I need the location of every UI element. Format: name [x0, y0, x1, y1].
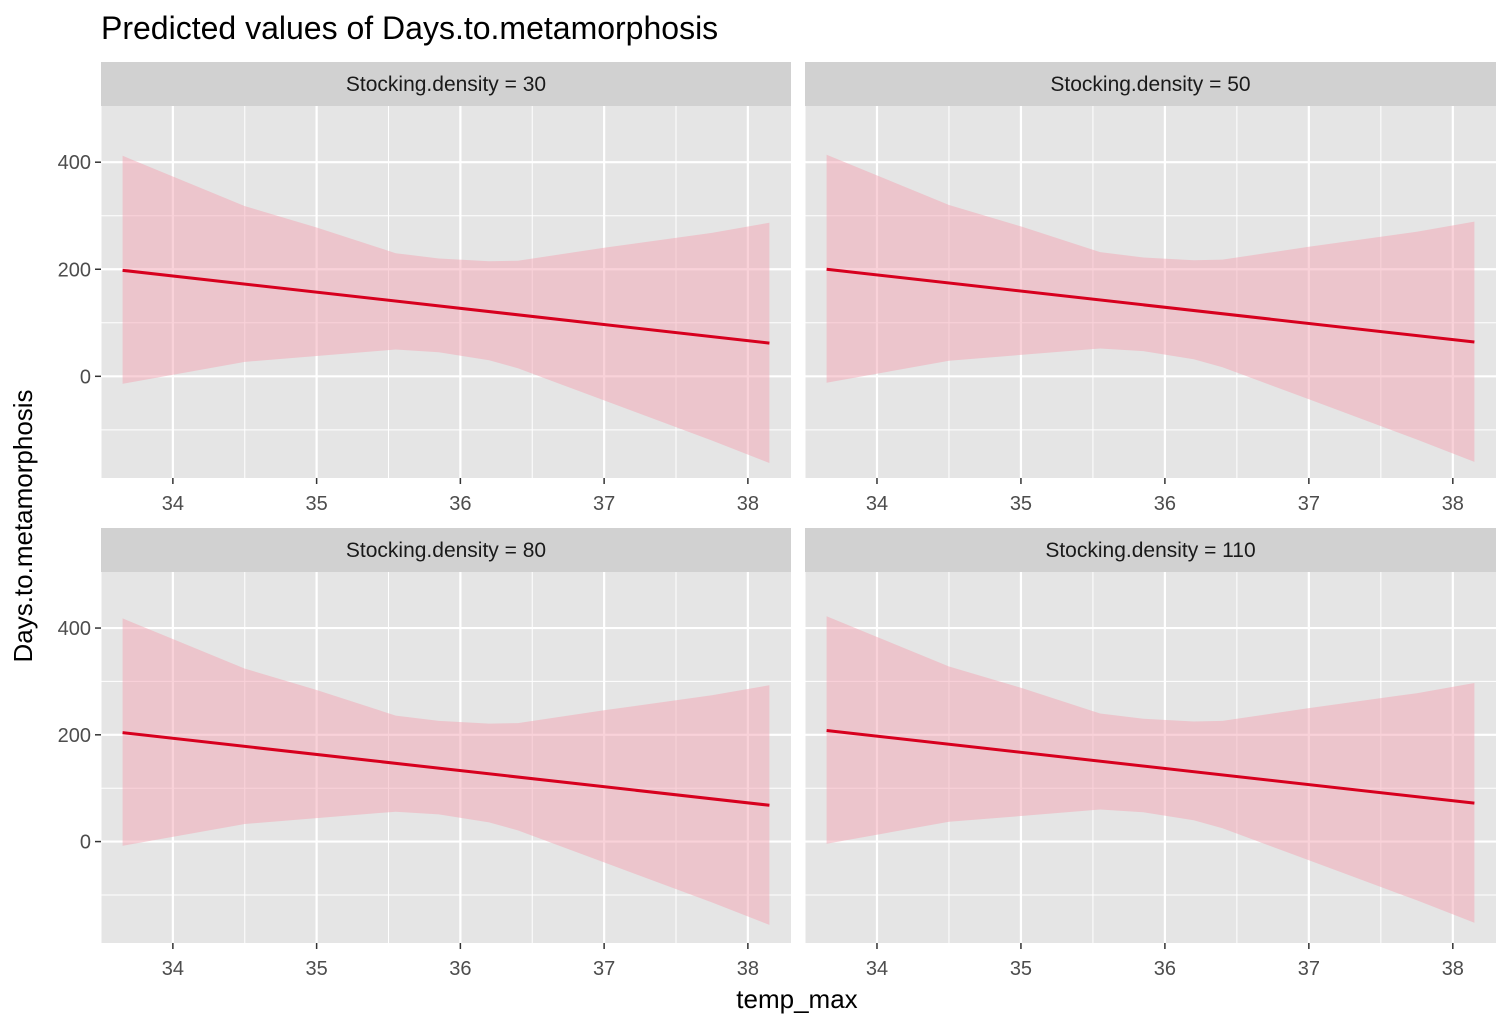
prediction-line [122, 731, 770, 807]
facet-strip-label: Stocking.density = 50 [1050, 73, 1250, 96]
x-tick-label: 35 [1010, 493, 1032, 515]
x-tick-label: 35 [1010, 958, 1032, 980]
x-tick-label: 36 [1154, 958, 1176, 980]
facet-panel: Stocking.density = 110 34 35 36 37 38 [804, 528, 1496, 980]
x-tick-label: 34 [866, 958, 888, 980]
facet-strip [805, 62, 1496, 106]
x-tick-label: 38 [1442, 958, 1464, 980]
x-tick-label: 36 [449, 493, 471, 515]
facet-panel: Stocking.density = 80 34 35 36 37 38 0 200 400 [58, 528, 791, 980]
x-tick-label: 38 [1442, 493, 1464, 515]
confidence-ribbon [122, 618, 770, 925]
facet-strip-label: Stocking.density = 80 [346, 539, 546, 562]
x-tick-label: 37 [593, 958, 615, 980]
y-tick-label: 200 [58, 259, 91, 281]
prediction-line [826, 729, 1475, 805]
prediction-line [826, 267, 1475, 344]
facet-strip [805, 528, 1496, 572]
y-tick-label: 200 [58, 725, 91, 747]
x-tick-label: 34 [866, 493, 888, 515]
x-axis-title: temp_max [736, 984, 857, 1014]
x-tick-label: 36 [449, 958, 471, 980]
facet-strip [101, 528, 791, 572]
x-tick-label: 37 [1298, 493, 1320, 515]
x-tick-label: 34 [162, 493, 184, 515]
prediction-line [122, 268, 770, 345]
y-tick-label: 400 [58, 618, 91, 640]
facet-strip-label: Stocking.density = 110 [1045, 539, 1255, 562]
x-tick-label: 36 [1154, 493, 1176, 515]
confidence-ribbon [122, 155, 770, 464]
x-tick-label: 38 [737, 493, 759, 515]
facet-panel: Stocking.density = 30 34 35 36 37 38 0 200 400 [58, 62, 791, 515]
x-tick-label: 34 [162, 958, 184, 980]
chart-title: Predicted values of Days.to.metamorphosi… [101, 10, 718, 46]
confidence-ribbon [826, 616, 1475, 923]
y-tick-label: 400 [58, 152, 91, 174]
y-tick-label: 0 [80, 832, 91, 854]
x-tick-label: 37 [593, 493, 615, 515]
facet-panel: Stocking.density = 50 34 35 36 37 38 [804, 62, 1496, 515]
confidence-ribbon [826, 154, 1475, 462]
facet-strip [101, 62, 791, 106]
y-tick-label: 0 [80, 366, 91, 388]
x-tick-label: 37 [1298, 958, 1320, 980]
facet-strip-label: Stocking.density = 30 [346, 73, 546, 96]
x-tick-label: 38 [737, 958, 759, 980]
x-tick-label: 35 [306, 958, 328, 980]
y-axis-title: Days.to.metamorphosis [8, 389, 38, 662]
x-tick-label: 35 [306, 493, 328, 515]
